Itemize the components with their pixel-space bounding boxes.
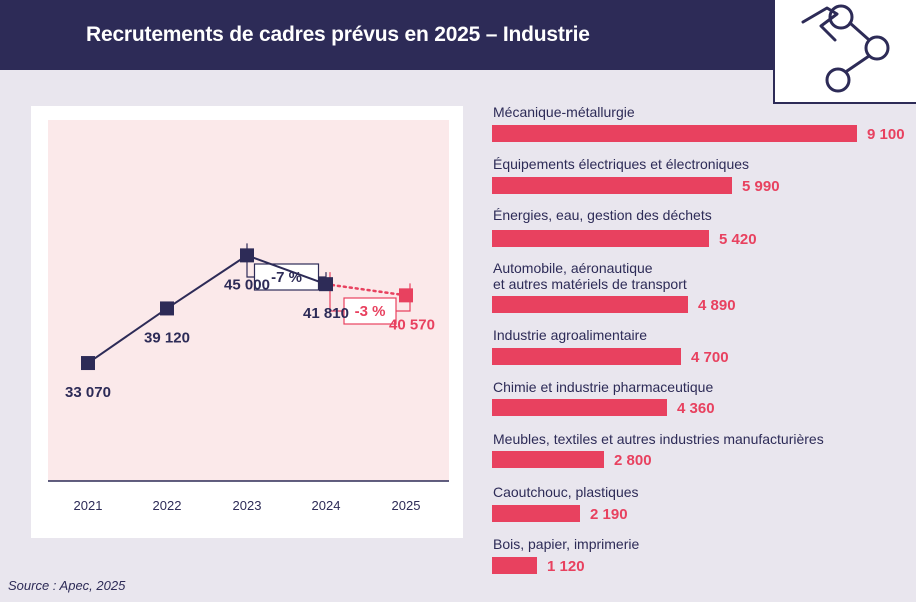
bar-label-1: Équipements électriques et électroniques	[493, 156, 750, 172]
bar-3	[492, 296, 688, 313]
annotation-box-1	[343, 297, 397, 325]
bar-2	[492, 230, 709, 247]
data-label-2023: 45 000	[224, 276, 270, 293]
data-label-2021: 33 070	[65, 384, 111, 401]
data-label-2025: 40 570	[389, 316, 435, 333]
bar-value-2: 5 420	[719, 231, 757, 248]
series-line-segment-2022-2023	[166, 254, 248, 310]
bar-label-0: Mécanique-métallurgie	[493, 104, 635, 120]
series-line-segment-2023-2024	[246, 254, 327, 286]
data-point-2022	[160, 301, 174, 316]
data-point-2025	[399, 288, 413, 303]
x-tick-label-2022: 2022	[153, 498, 182, 513]
data-label-2022: 39 120	[144, 329, 190, 346]
bar-label-6: Meubles, textiles et autres industries m…	[493, 431, 824, 447]
bar-label-2: Énergies, eau, gestion des déchets	[493, 207, 712, 223]
annotation-label-1: -3 %	[355, 303, 386, 320]
bar-1	[492, 177, 732, 194]
bar-6	[492, 451, 604, 468]
industry-icon-box	[773, 0, 916, 104]
bar-value-6: 2 800	[614, 452, 652, 469]
bar-label-5: Chimie et industrie pharmaceutique	[493, 379, 714, 395]
data-point-2023	[240, 248, 254, 263]
bar-5	[492, 399, 667, 416]
source-note: Source : Apec, 2025	[8, 578, 126, 593]
bar-value-5: 4 360	[677, 400, 715, 417]
bar-value-3: 4 890	[698, 297, 736, 314]
page-title: Recrutements de cadres prévus en 2025 – …	[86, 23, 590, 46]
data-label-2024: 41 810	[303, 305, 349, 322]
annotation-label-0: -7 %	[271, 269, 302, 286]
bar-label-4: Industrie agroalimentaire	[493, 327, 648, 343]
series-line-segment-2021-2022	[87, 307, 168, 365]
bar-value-7: 2 190	[590, 506, 628, 523]
bar-4	[492, 348, 681, 365]
x-tick-label-2021: 2021	[74, 498, 103, 513]
bar-7	[492, 505, 580, 522]
bar-label-7: Caoutchouc, plastiques	[493, 484, 639, 500]
bar-label-3: Automobile, aéronautique et autres matér…	[493, 260, 687, 292]
series-line-segment-2024-2025	[324, 282, 408, 297]
bar-8	[492, 557, 537, 574]
robot-arm-icon	[801, 4, 890, 93]
header-banner: Recrutements de cadres prévus en 2025 – …	[0, 0, 916, 70]
bar-value-4: 4 700	[691, 349, 729, 366]
x-tick-label-2023: 2023	[233, 498, 262, 513]
data-point-2021	[81, 356, 95, 371]
bar-value-1: 5 990	[742, 178, 780, 195]
x-tick-label-2025: 2025	[392, 498, 421, 513]
data-point-2024	[319, 277, 333, 292]
annotation-bracket-right-0	[318, 272, 327, 278]
bar-0	[492, 125, 857, 142]
bar-value-8: 1 120	[547, 558, 585, 575]
bar-label-8: Bois, papier, imprimerie	[493, 536, 640, 552]
line-chart-card: -7 % -3 % 33 070 39 120 45 000 41 810 40 570 …	[31, 106, 463, 538]
bar-value-0: 9 100	[867, 126, 905, 143]
x-tick-label-2024: 2024	[312, 498, 341, 513]
